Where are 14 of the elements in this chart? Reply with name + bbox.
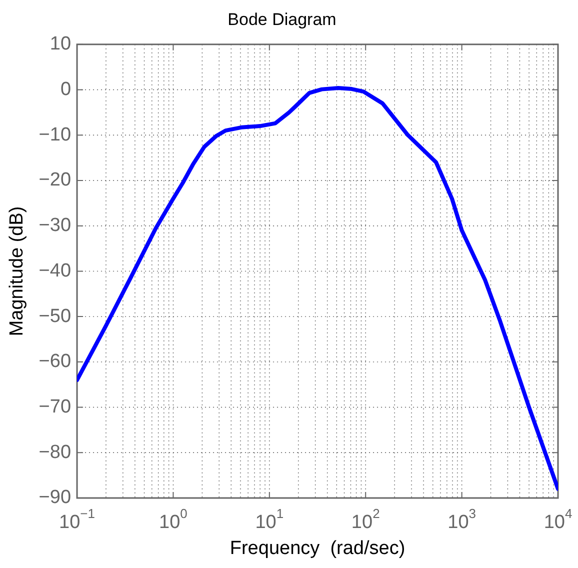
y-tick-label: 10 [50,34,72,55]
y-tick-label: −20 [38,170,72,191]
y-tick-label: −70 [38,396,72,418]
y-tick-label: −40 [38,260,72,282]
y-tick-label: −80 [38,442,72,463]
y-tick-label: −10 [38,124,72,146]
y-tick-label: 0 [60,78,72,100]
y-tick-label: −50 [38,306,72,327]
y-tick-label: −30 [38,215,72,236]
y-tick-label: −60 [38,351,72,372]
y-axis-title: Magnitude (dB) [6,206,28,336]
chart-title: Bode Diagram [228,10,336,29]
y-tick-label: −90 [38,487,72,508]
x-axis-title: Frequency (rad/sec) [230,538,406,559]
